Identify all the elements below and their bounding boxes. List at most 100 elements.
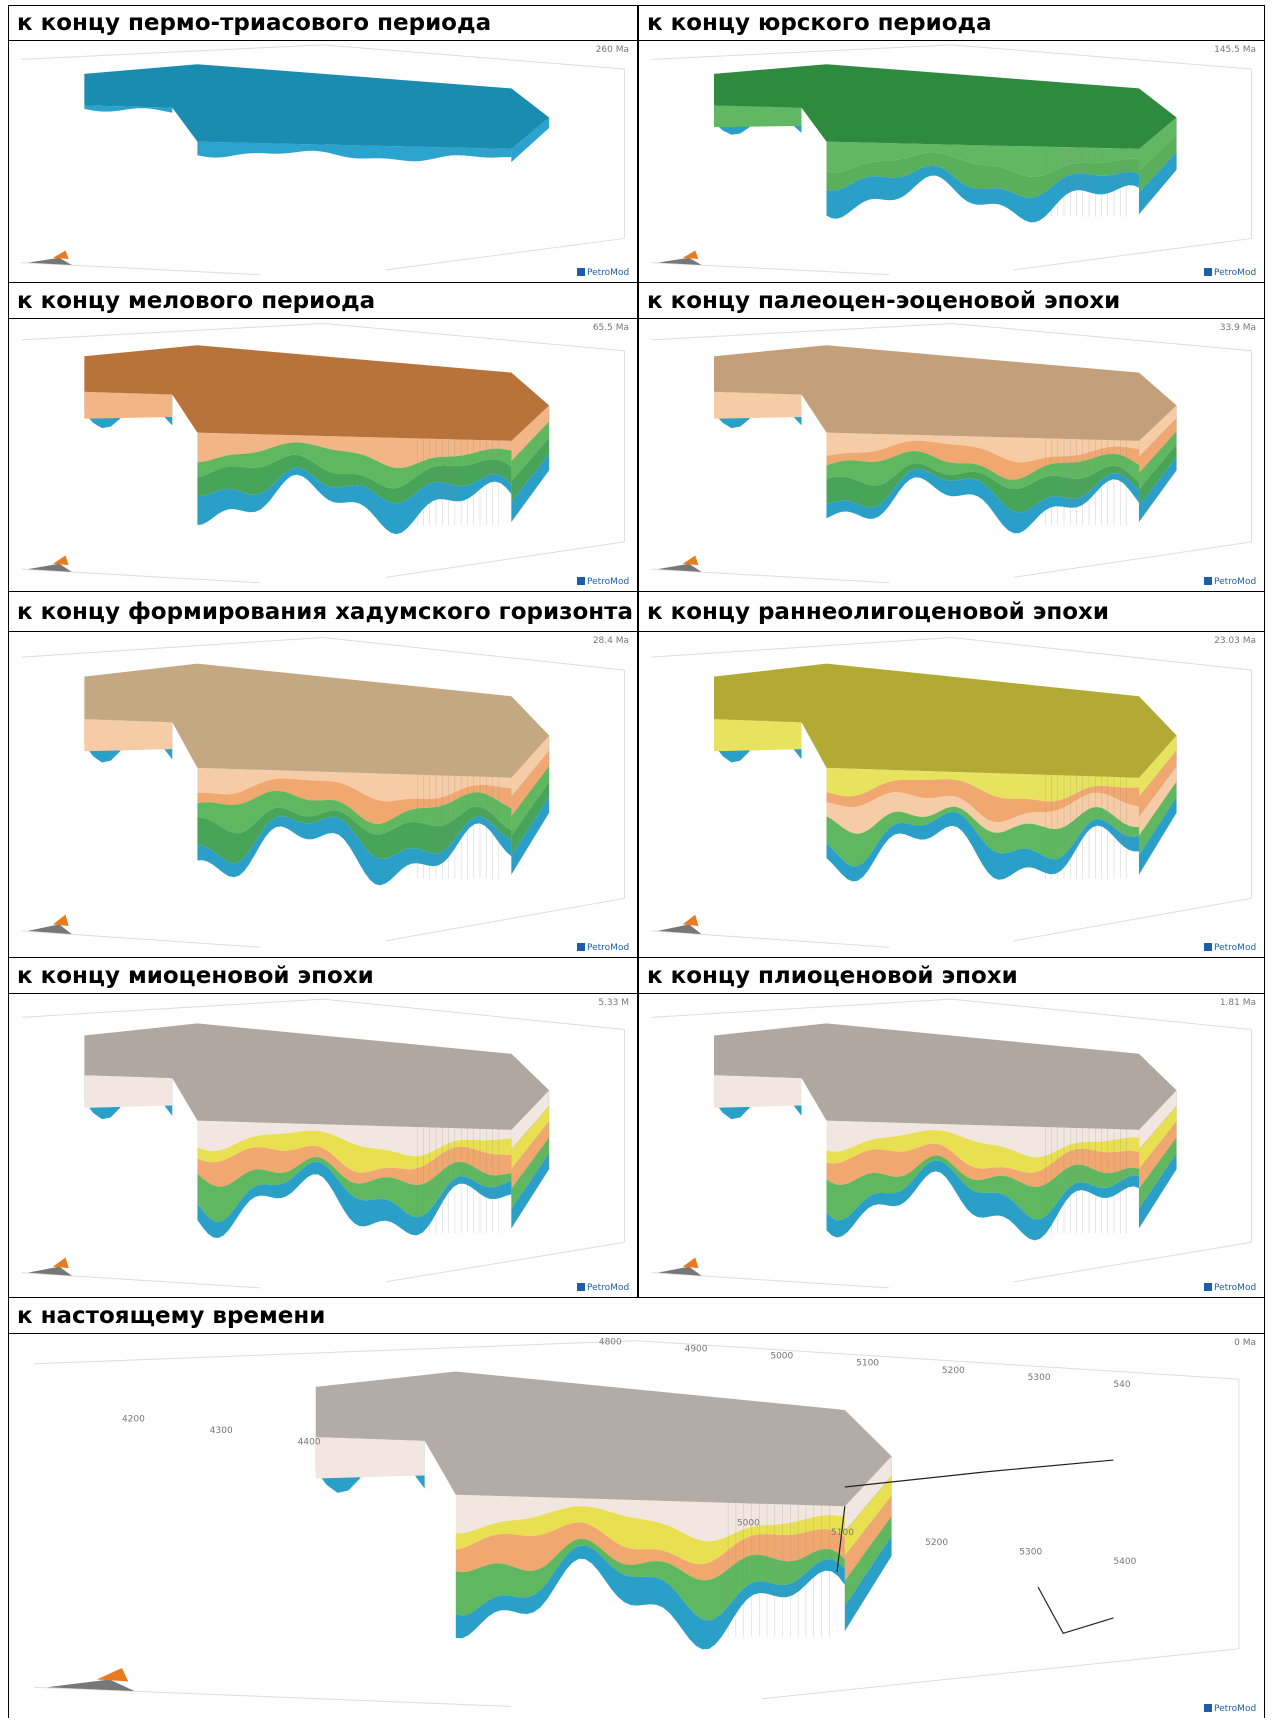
axis-line <box>34 1687 511 1706</box>
logo-icon <box>1204 577 1212 585</box>
panel: к концу пермо-триасового периода 260 Ma Pe… <box>8 5 638 282</box>
panel-image: 5.33 M PetroMod <box>8 993 638 1297</box>
axis-line <box>637 1341 1239 1380</box>
axis-line <box>952 323 1252 350</box>
axis-line <box>386 1242 625 1282</box>
axis-line <box>22 1273 261 1288</box>
panel-image: 1.81 MaPetroMod <box>638 993 1265 1297</box>
age-label: 260 Ma <box>596 45 629 55</box>
panel-image: 0 MaPetroMod4800490050005100520053005404… <box>8 1333 1265 1718</box>
axis-label: 540 <box>1113 1380 1130 1390</box>
flap-side <box>714 105 802 127</box>
flap-side <box>714 1075 802 1108</box>
compass <box>683 251 699 259</box>
axis-label: 5100 <box>831 1528 854 1538</box>
flap-side <box>84 392 172 419</box>
logo: PetroMod <box>1214 943 1256 953</box>
axis-line <box>323 638 624 671</box>
axis-line <box>952 638 1252 671</box>
logo: PetroMod <box>587 943 629 953</box>
compass <box>683 915 699 926</box>
axis-label: 5100 <box>856 1359 879 1369</box>
top-surface <box>84 345 549 441</box>
logo-icon <box>1204 1283 1212 1291</box>
axis-label: 5000 <box>770 1352 793 1362</box>
logo-icon <box>1204 268 1212 276</box>
panel-title: к концу пермо-триасового периода <box>8 5 638 41</box>
axis-label: 5300 <box>1019 1547 1042 1557</box>
top-surface <box>714 345 1177 441</box>
logo: PetroMod <box>1214 268 1256 278</box>
panel: к концу юрского периода 145.5 Ma PetroMod <box>638 5 1265 282</box>
axis-line <box>652 263 890 275</box>
axis-line <box>22 263 261 275</box>
axis-line <box>1014 898 1252 940</box>
axis-label: 4200 <box>122 1415 145 1425</box>
age-label: 33.9 Ma <box>1220 323 1256 333</box>
axis-line <box>652 638 952 658</box>
flap-side <box>714 392 802 419</box>
panel-image: 65.5 MaPetroMod <box>8 318 638 591</box>
model-view: 23.03 Ma PetroMod <box>639 631 1264 957</box>
axis-line <box>22 323 323 339</box>
axis-line <box>22 638 323 658</box>
logo: PetroMod <box>1214 1283 1256 1293</box>
axis-line <box>652 45 952 60</box>
logo: PetroMod <box>1214 577 1256 587</box>
panel-title: к концу юрского периода <box>638 5 1265 41</box>
top-surface <box>316 1372 892 1507</box>
logo-icon <box>1204 1704 1212 1712</box>
top-surface <box>714 64 1177 149</box>
panel-title: к концу миоценовой эпохи <box>8 957 638 994</box>
compass <box>53 556 69 566</box>
logo: PetroMod <box>587 1283 629 1293</box>
axis-line <box>652 931 890 947</box>
panel-image: 145.5 Ma PetroMod <box>638 40 1265 282</box>
logo-icon <box>1204 943 1212 951</box>
figure: к концу пермо-триасового периода 260 Ma Pe… <box>0 0 1280 1723</box>
compass <box>53 251 69 259</box>
model-view: 33.9 Ma PetroMod <box>639 318 1264 591</box>
panel: к концу формирования хадумского горизонт… <box>8 591 638 957</box>
top-surface <box>714 1023 1177 1129</box>
panel-title: к концу мелового периода <box>8 282 638 319</box>
axis-label: 5300 <box>1028 1373 1051 1383</box>
axis-line <box>323 45 624 69</box>
logo-icon <box>577 577 585 585</box>
axis-label: 4400 <box>298 1438 321 1448</box>
panel-title: к настоящему времени <box>8 1297 1265 1334</box>
panel-title: к концу плиоценовой эпохи <box>638 957 1265 994</box>
panel: к концу миоценовой эпохи 5.33 M PetroMod <box>8 957 638 1297</box>
logo-icon <box>577 1283 585 1291</box>
age-label: 23.03 Ma <box>1214 636 1256 646</box>
logo-icon <box>577 943 585 951</box>
flap-side <box>714 719 802 751</box>
top-surface <box>84 664 549 778</box>
axis-label: 5000 <box>737 1519 760 1529</box>
top-surface <box>714 664 1177 778</box>
axis-line <box>22 931 261 947</box>
model-view: 65.5 MaPetroMod <box>9 318 637 591</box>
panel: к концу палеоцен-эоценовой эпохи 33.9 Ma P… <box>638 282 1265 591</box>
axis-line <box>1014 238 1252 269</box>
axis-line <box>323 323 624 350</box>
age-label: 145.5 Ma <box>1214 45 1256 55</box>
age-label: 5.33 M <box>598 998 629 1008</box>
axis-line <box>762 1649 1239 1699</box>
panel-title: к концу палеоцен-эоценовой эпохи <box>638 282 1265 319</box>
flap-side <box>316 1437 425 1479</box>
compass <box>683 1257 699 1268</box>
axis-line <box>323 999 624 1029</box>
flap-side <box>84 719 172 751</box>
model-view: 5.33 M PetroMod <box>9 993 637 1297</box>
compass <box>53 915 69 926</box>
logo: PetroMod <box>587 577 629 587</box>
panel-title: к концу формирования хадумского горизонт… <box>8 591 638 632</box>
axis-line <box>652 569 890 583</box>
logo: PetroMod <box>587 268 629 278</box>
axis-line <box>386 542 625 577</box>
